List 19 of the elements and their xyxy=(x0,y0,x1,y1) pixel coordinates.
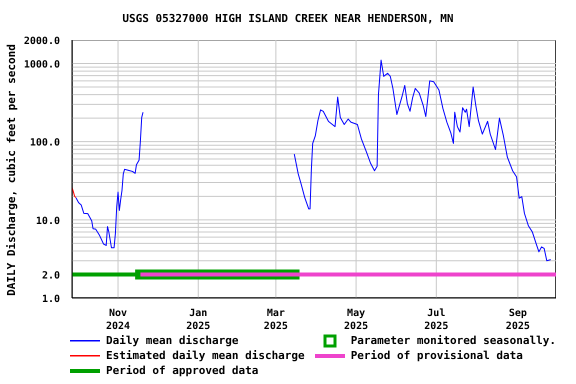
x-tick-label: Mar 2025 xyxy=(264,308,288,332)
x-tick-label: Sep 2025 xyxy=(506,308,530,332)
x-tick-label: May 2025 xyxy=(344,308,368,332)
y-tick-label: 2000.0 xyxy=(24,36,60,47)
legend-label: Period of approved data xyxy=(105,363,260,378)
x-tick-label: Jan 2025 xyxy=(186,308,210,332)
y-tick-label: 10.0 xyxy=(36,216,60,227)
chart-title: USGS 05327000 HIGH ISLAND CREEK NEAR HENDERSON, MN xyxy=(121,12,455,25)
y-axis-title: DAILY Discharge, cubic feet per second xyxy=(5,44,18,296)
x-tick-label: Nov 2024 xyxy=(106,308,130,332)
legend-label: Period of provisional data xyxy=(350,348,524,363)
legend-label: Parameter monitored seasonally. xyxy=(350,333,556,348)
y-tick-label: 100.0 xyxy=(30,138,60,149)
legend-label: Estimated daily mean discharge xyxy=(105,348,305,363)
y-tick-label: 1000.0 xyxy=(24,60,60,71)
y-tick-label: 1.0 xyxy=(42,294,60,305)
x-tick-label: Jul 2025 xyxy=(424,308,448,332)
y-tick-label: 2.0 xyxy=(42,270,60,282)
legend-label: Daily mean discharge xyxy=(105,333,240,348)
